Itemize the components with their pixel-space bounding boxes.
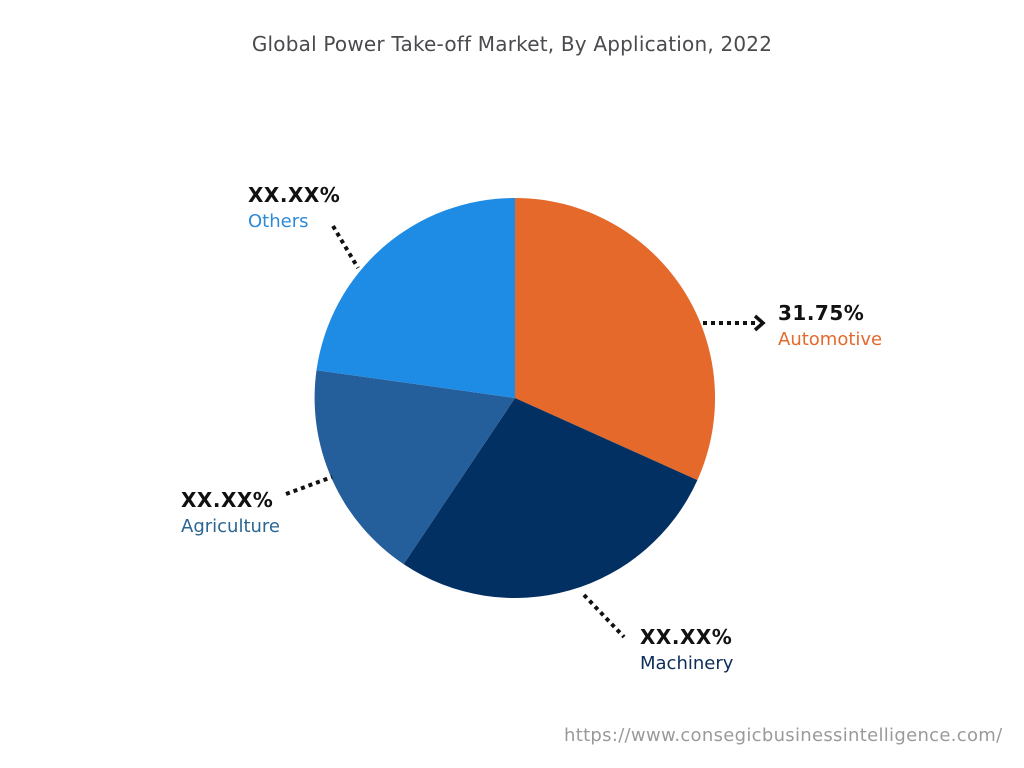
slice-automotive [515, 198, 716, 481]
arrow-icon [753, 314, 766, 332]
machinery-percent: XX.XX% [640, 625, 733, 649]
machinery-name: Machinery [640, 653, 734, 674]
leader-machinery [582, 593, 626, 639]
slice-others [316, 197, 515, 398]
source-url: https://www.consegicbusinessintelligence… [564, 725, 1003, 746]
slice-machinery [403, 398, 698, 599]
label-others: XX.XX% Others [248, 183, 340, 232]
chart-title: Global Power Take-off Market, By Applica… [251, 32, 773, 56]
slice-agriculture [314, 370, 515, 565]
leader-agriculture [285, 475, 333, 496]
others-name: Others [248, 211, 309, 232]
label-machinery: XX.XX% Machinery [640, 625, 733, 674]
others-percent: XX.XX% [248, 183, 341, 207]
label-automotive: 31.75% Automotive [778, 301, 882, 350]
automotive-percent: 31.75% [778, 301, 865, 325]
leader-others [331, 224, 360, 270]
agriculture-name: Agriculture [181, 516, 280, 537]
agriculture-percent: XX.XX% [181, 488, 274, 512]
automotive-name: Automotive [778, 329, 883, 350]
label-agriculture: XX.XX% Agriculture [181, 488, 280, 537]
